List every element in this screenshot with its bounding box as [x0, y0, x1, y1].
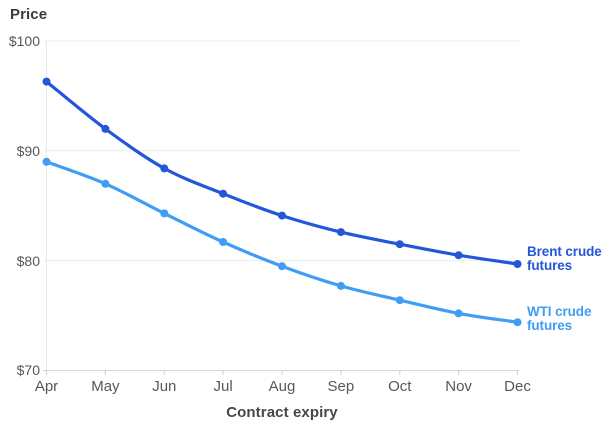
brent-crude-futures-line: [44, 80, 520, 266]
wti-crude-futures-line: [44, 160, 520, 324]
wti-crude-futures-point-may: [101, 179, 110, 188]
brent-crude-futures-point-jul: [219, 189, 228, 198]
brent-crude-futures-point-oct: [395, 240, 404, 249]
wti-crude-futures-point-nov: [454, 309, 463, 318]
series-label-brent: Brent crude futures: [527, 245, 612, 272]
chart-title: Price: [10, 6, 48, 23]
series-label-wti-line1: WTI crude: [527, 304, 592, 319]
wti-crude-futures-point-aug: [278, 262, 286, 271]
series-label-brent-line1: Brent crude: [527, 244, 602, 259]
x-axis-title: Contract expiry: [226, 404, 338, 421]
brent-crude-futures-point-dec: [513, 260, 522, 268]
wti-crude-futures-point-apr: [42, 157, 51, 166]
series-label-wti-line2: futures: [527, 317, 573, 333]
x-tick-label-apr: Apr: [34, 378, 59, 395]
wti-crude-futures-point-sep: [336, 281, 345, 290]
y-tick-label-100: $100: [8, 33, 40, 49]
x-tick-label-aug: Aug: [268, 378, 296, 395]
series-label-wti: WTI crude futures: [527, 305, 612, 332]
y-tick-label-70: $70: [16, 362, 40, 378]
brent-crude-futures-point-apr: [42, 77, 51, 86]
brent-crude-futures-point-aug: [278, 211, 286, 220]
x-tick-label-nov: Nov: [445, 378, 472, 395]
brent-crude-futures-point-sep: [336, 228, 345, 237]
series-label-brent-line2: futures: [527, 257, 573, 273]
wti-crude-futures-point-oct: [395, 296, 404, 305]
brent-crude-futures-point-may: [101, 124, 110, 133]
x-tick-label-may: May: [91, 378, 120, 395]
brent-crude-futures-point-jun: [160, 164, 169, 173]
x-tick-label-jun: Jun: [152, 378, 177, 395]
wti-crude-futures-point-dec: [513, 318, 522, 327]
y-tick-label-90: $90: [16, 143, 40, 159]
x-tick-label-dec: Dec: [504, 378, 531, 395]
x-tick-label-sep: Sep: [327, 378, 355, 395]
y-tick-label-80: $80: [16, 253, 40, 269]
wti-crude-futures-point-jun: [160, 209, 169, 218]
x-tick-label-oct: Oct: [388, 378, 412, 395]
wti-crude-futures-point-jul: [219, 238, 228, 246]
brent-crude-futures-point-nov: [454, 251, 463, 260]
x-tick-label-jul: Jul: [213, 378, 233, 395]
